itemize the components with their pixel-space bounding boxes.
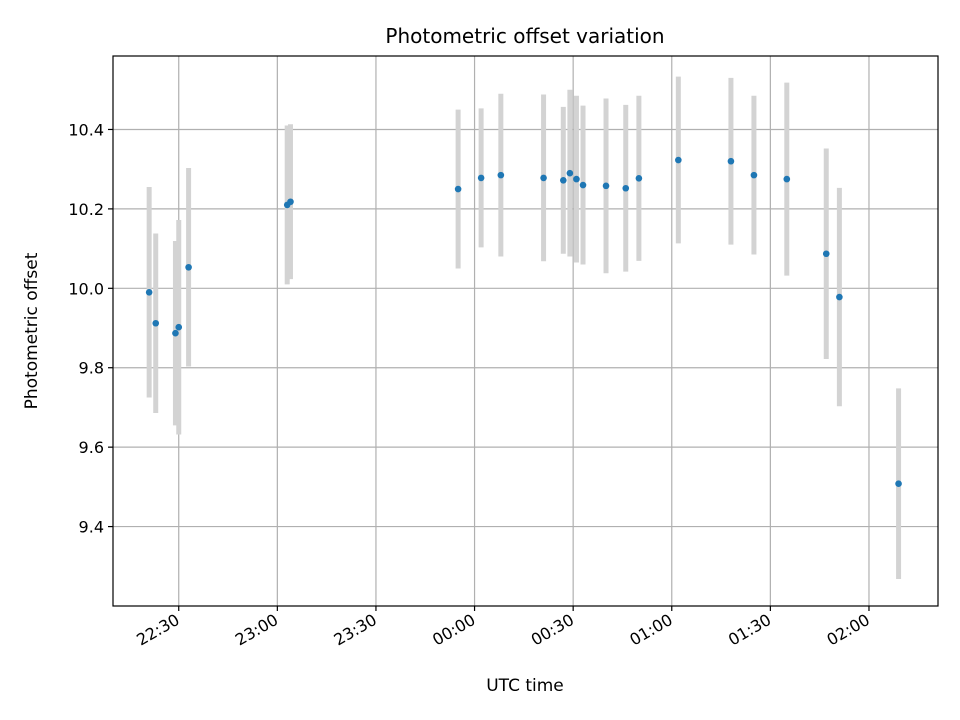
data-point [185, 263, 192, 271]
data-point [540, 174, 547, 182]
y-tick-label: 9.8 [79, 359, 104, 378]
plot-frame [112, 55, 939, 607]
data-point [727, 157, 735, 165]
data-point [750, 171, 758, 179]
data-point [454, 185, 462, 193]
data-point [635, 175, 643, 182]
data-point [497, 171, 505, 179]
chart-title: Photometric offset variation [385, 24, 664, 48]
data-point [836, 293, 843, 301]
data-point [675, 156, 682, 164]
data-point [145, 288, 153, 296]
y-tick-label: 10.4 [68, 120, 104, 139]
data-point [579, 181, 587, 189]
data-point [783, 175, 791, 183]
data-point [622, 184, 630, 192]
data-point [566, 169, 574, 177]
y-tick-label: 9.4 [79, 518, 104, 537]
data-point [477, 174, 485, 182]
grid [113, 56, 938, 606]
data-point [287, 198, 294, 206]
data-point [573, 175, 580, 183]
data-point [602, 182, 610, 190]
data-point [895, 480, 902, 487]
y-axis-label: Photometric offset [22, 252, 42, 409]
y-tick-label: 9.6 [79, 438, 104, 457]
y-tick-label: 10.0 [68, 279, 104, 298]
x-axis-label: UTC time [486, 676, 564, 696]
data-point [175, 323, 183, 331]
data-point [152, 319, 160, 327]
y-tick-label: 10.2 [68, 200, 104, 219]
data-point [172, 329, 179, 337]
data-points [145, 156, 902, 487]
data-point [559, 176, 567, 184]
data-point [822, 250, 830, 258]
y-axis: 9.4 9.6 9.8 10.0 10.2 10.4 [68, 120, 113, 537]
